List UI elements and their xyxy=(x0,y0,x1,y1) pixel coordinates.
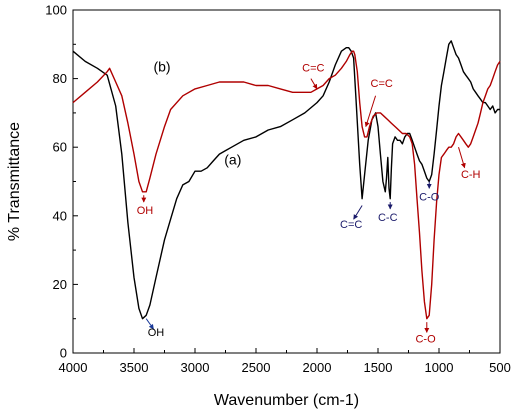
peak-annotation: C-C xyxy=(378,212,398,224)
annotation-arrow xyxy=(310,78,318,90)
annotation-arrow xyxy=(364,95,377,128)
x-tick-label: 3000 xyxy=(181,360,210,375)
y-tick-label: 20 xyxy=(53,277,67,292)
y-tick-label: 100 xyxy=(45,3,67,18)
x-tick-label: 1000 xyxy=(425,360,454,375)
peak-annotation: OH xyxy=(137,205,154,217)
y-tick-label: 40 xyxy=(53,208,67,223)
y-tick-label: 0 xyxy=(60,346,67,361)
peak-annotation: OH xyxy=(148,327,165,339)
plot-frame xyxy=(72,9,501,354)
x-tick-label: 1500 xyxy=(364,360,393,375)
x-tick-label: 3500 xyxy=(120,360,149,375)
y-tick-label: 80 xyxy=(53,71,67,86)
series-line-a xyxy=(72,40,500,320)
x-tick-label: 500 xyxy=(489,360,511,375)
peak-annotation: C=C xyxy=(340,219,362,231)
annotation-arrow xyxy=(353,205,363,220)
peak-annotation: C-O xyxy=(419,191,440,203)
plot-area xyxy=(72,9,501,354)
series-line-b xyxy=(72,50,501,320)
peak-annotation: C-H xyxy=(461,169,481,181)
annotation-layer: (b) (a) C=C C=C OH C=C C-C C-O C-H OH C-O xyxy=(137,59,481,346)
axes-layer: 4000 3500 3000 2500 2000 1500 1000 500 0 20 40 60 80… xyxy=(6,3,511,410)
y-tick-label: 60 xyxy=(53,140,67,155)
peak-annotation: C-O xyxy=(415,334,436,346)
series-label: (b) xyxy=(153,59,170,75)
x-tick-label: 2000 xyxy=(303,360,332,375)
peak-annotation: C=C xyxy=(371,78,393,90)
peak-annotation: C=C xyxy=(302,63,324,75)
series-layer xyxy=(72,40,501,320)
x-tick-label: 2500 xyxy=(242,360,271,375)
annotation-arrow xyxy=(145,318,154,330)
x-tick-label: 4000 xyxy=(59,360,88,375)
series-label: (a) xyxy=(224,151,241,167)
annotation-arrow xyxy=(458,147,466,169)
y-axis-title: % Transmittance xyxy=(6,122,23,241)
x-axis-title: Wavenumber (cm-1) xyxy=(214,392,359,409)
